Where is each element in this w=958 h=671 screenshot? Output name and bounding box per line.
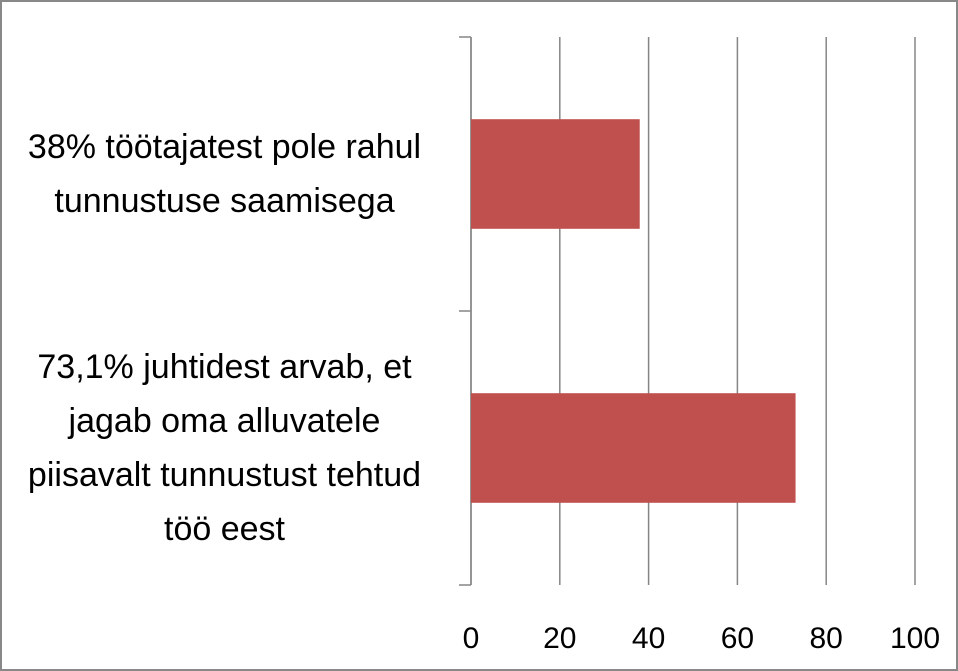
x-tick-label: 100 — [890, 622, 940, 655]
y-tick-label: 38% töötajatest pole rahul tunnustuse sa… — [27, 128, 422, 220]
x-tick-label: 20 — [543, 622, 576, 655]
x-tick-label: 0 — [463, 622, 480, 655]
bar — [471, 393, 796, 503]
x-tick-label: 40 — [632, 622, 665, 655]
bar — [471, 119, 640, 229]
x-tick-label: 80 — [810, 622, 843, 655]
x-tick-label: 60 — [721, 622, 754, 655]
y-tick-label: 73,1% juhtidest arvab, et jagab oma allu… — [27, 348, 422, 548]
